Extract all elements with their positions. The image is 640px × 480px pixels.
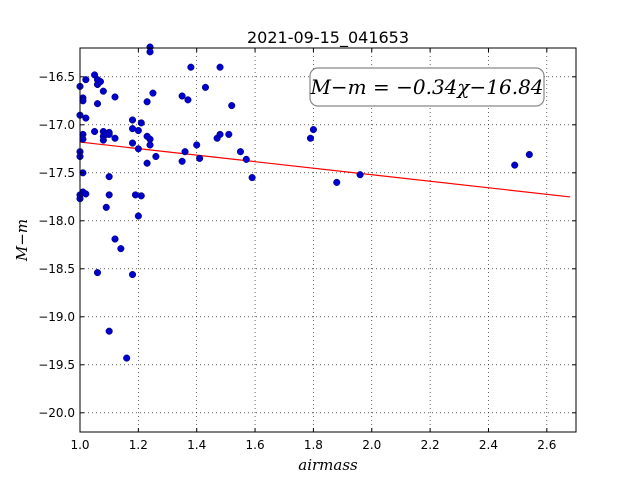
scatter-point [149, 89, 157, 97]
scatter-point [228, 102, 236, 110]
axis-ticks [79, 48, 576, 432]
tick-labels: 1.0 1.2 1.4 1.6 1.8 2.0 2.2 2.4 2.6 −16.5 −17.0 −17… [38, 70, 556, 452]
scatter-point [105, 130, 113, 138]
y-axis-label: M−m [13, 219, 31, 262]
scatter-point [79, 135, 87, 143]
scatter-point [248, 174, 256, 182]
scatter-point [152, 152, 160, 161]
scatter-point [82, 114, 90, 122]
x-axis-label: airmass [298, 456, 358, 474]
y-tick-label: −18.0 [38, 214, 75, 228]
scatter-point [309, 126, 317, 134]
y-tick-label: −19.5 [38, 358, 75, 372]
scatter-point [178, 157, 186, 165]
scatter-point [525, 151, 533, 159]
scatter-point [105, 191, 113, 199]
y-tick-label: −16.5 [38, 70, 75, 84]
x-tick-label: 2.0 [362, 438, 381, 452]
fit-line-group [79, 141, 571, 198]
plot-frame [79, 47, 577, 433]
x-tick-label: 1.8 [304, 438, 323, 452]
scatter-point [134, 145, 142, 153]
x-tick-label: 1.4 [187, 438, 206, 452]
scatter-point [187, 63, 195, 71]
scatter-point [82, 76, 90, 84]
scatter-point [242, 155, 250, 163]
scatter-point [225, 130, 233, 138]
x-tick-label: 2.6 [537, 438, 556, 452]
y-tick-label: −19.0 [38, 310, 75, 324]
scatter-point [79, 97, 87, 105]
scatter-point [143, 98, 151, 106]
scatter-point [111, 235, 119, 243]
scatter-point [128, 116, 137, 124]
scatter-point [181, 148, 189, 156]
scatter-point [201, 83, 210, 91]
annotation-frame [309, 67, 545, 107]
scatter-point [128, 271, 137, 279]
scatter-point [117, 245, 125, 253]
x-tick-label: 1.6 [246, 438, 265, 452]
scatter-point [93, 100, 102, 108]
scatter-point [131, 191, 139, 199]
scatter-point [333, 178, 341, 186]
scatter-point [137, 119, 145, 127]
scatter-point [306, 134, 315, 142]
scatter-point [105, 327, 113, 335]
scatter-point [82, 190, 90, 198]
scatter-point [511, 161, 519, 169]
scatter-point [193, 141, 201, 149]
scatter-point [178, 92, 186, 100]
x-tick-label: 2.4 [479, 438, 498, 452]
y-tick-label: −17.0 [38, 118, 75, 132]
scatter-point [143, 159, 151, 167]
x-tick-label: 1.2 [129, 438, 148, 452]
chart-title: 2021-09-15_041653 [247, 28, 409, 48]
scatter-point [196, 154, 204, 162]
scatter-point [123, 354, 131, 362]
scatter-point [91, 127, 99, 136]
scatter-point [146, 141, 154, 149]
annotation-text: M−m = −0.34χ−16.84 [309, 75, 543, 99]
y-tick-label: −17.5 [38, 166, 75, 180]
y-tick-label: −20.0 [38, 406, 75, 420]
fit-line [79, 141, 571, 198]
scatter-point [105, 173, 113, 181]
scatter-point [99, 136, 107, 144]
scatter-point [128, 139, 137, 147]
grid [79, 48, 576, 432]
scatter-point [99, 87, 107, 95]
y-tick-label: −18.5 [38, 262, 75, 276]
scatter-point [134, 212, 142, 220]
scatter-point [134, 127, 142, 135]
scatter-point [102, 203, 110, 211]
scatter-point [146, 48, 154, 56]
scatter-point [216, 130, 224, 138]
x-tick-label: 2.2 [421, 438, 440, 452]
scatter-point [111, 93, 119, 101]
scatter-points [76, 43, 533, 362]
annotation-box: M−m = −0.34χ−16.84 [309, 67, 545, 107]
scatter-point [93, 269, 102, 277]
scatter-point [96, 78, 104, 86]
scatter-point [236, 148, 245, 156]
scatter-point [356, 171, 364, 179]
x-tick-label: 1.0 [70, 438, 89, 452]
scatter-point [216, 63, 224, 71]
scatter-point [111, 134, 119, 142]
scatter-point [137, 192, 145, 200]
scatter-point [184, 96, 192, 104]
